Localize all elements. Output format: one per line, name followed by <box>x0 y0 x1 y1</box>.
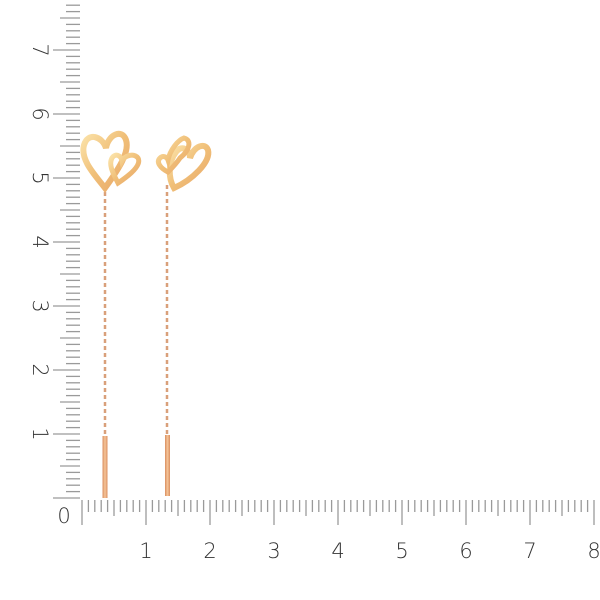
ruler-label: 4 <box>28 235 52 248</box>
ruler-label: 6 <box>28 107 52 120</box>
ruler-label: 7 <box>523 539 536 563</box>
vertical-ruler <box>53 4 80 499</box>
left-bar <box>102 436 108 498</box>
ruler-label: 1 <box>28 427 52 440</box>
ruler-label: 2 <box>203 539 216 563</box>
right-bar <box>165 435 170 496</box>
ruler-label: 0 <box>57 504 70 528</box>
right-heart-small <box>155 135 192 176</box>
left-earring <box>80 130 142 498</box>
vertical-ruler-labels: 1 2 3 4 5 6 7 <box>28 43 52 440</box>
right-earring <box>155 135 212 496</box>
ruler-label: 2 <box>28 363 52 376</box>
ruler-label: 6 <box>459 539 472 563</box>
ruler-label: 5 <box>395 539 408 563</box>
horizontal-ruler <box>81 500 595 525</box>
left-heart-small <box>108 152 142 187</box>
ruler-label: 4 <box>331 539 344 563</box>
ruler-label: 1 <box>139 539 152 563</box>
ruler-label: 5 <box>28 171 52 184</box>
ruler-label: 3 <box>267 539 280 563</box>
left-heart-large <box>80 130 130 194</box>
ruler-label: 7 <box>28 43 52 56</box>
right-heart-large <box>166 142 212 192</box>
ruler-label: 8 <box>587 539 600 563</box>
ruler-label: 3 <box>28 299 52 312</box>
horizontal-ruler-labels: 0 1 2 3 4 5 6 7 8 <box>57 504 600 563</box>
